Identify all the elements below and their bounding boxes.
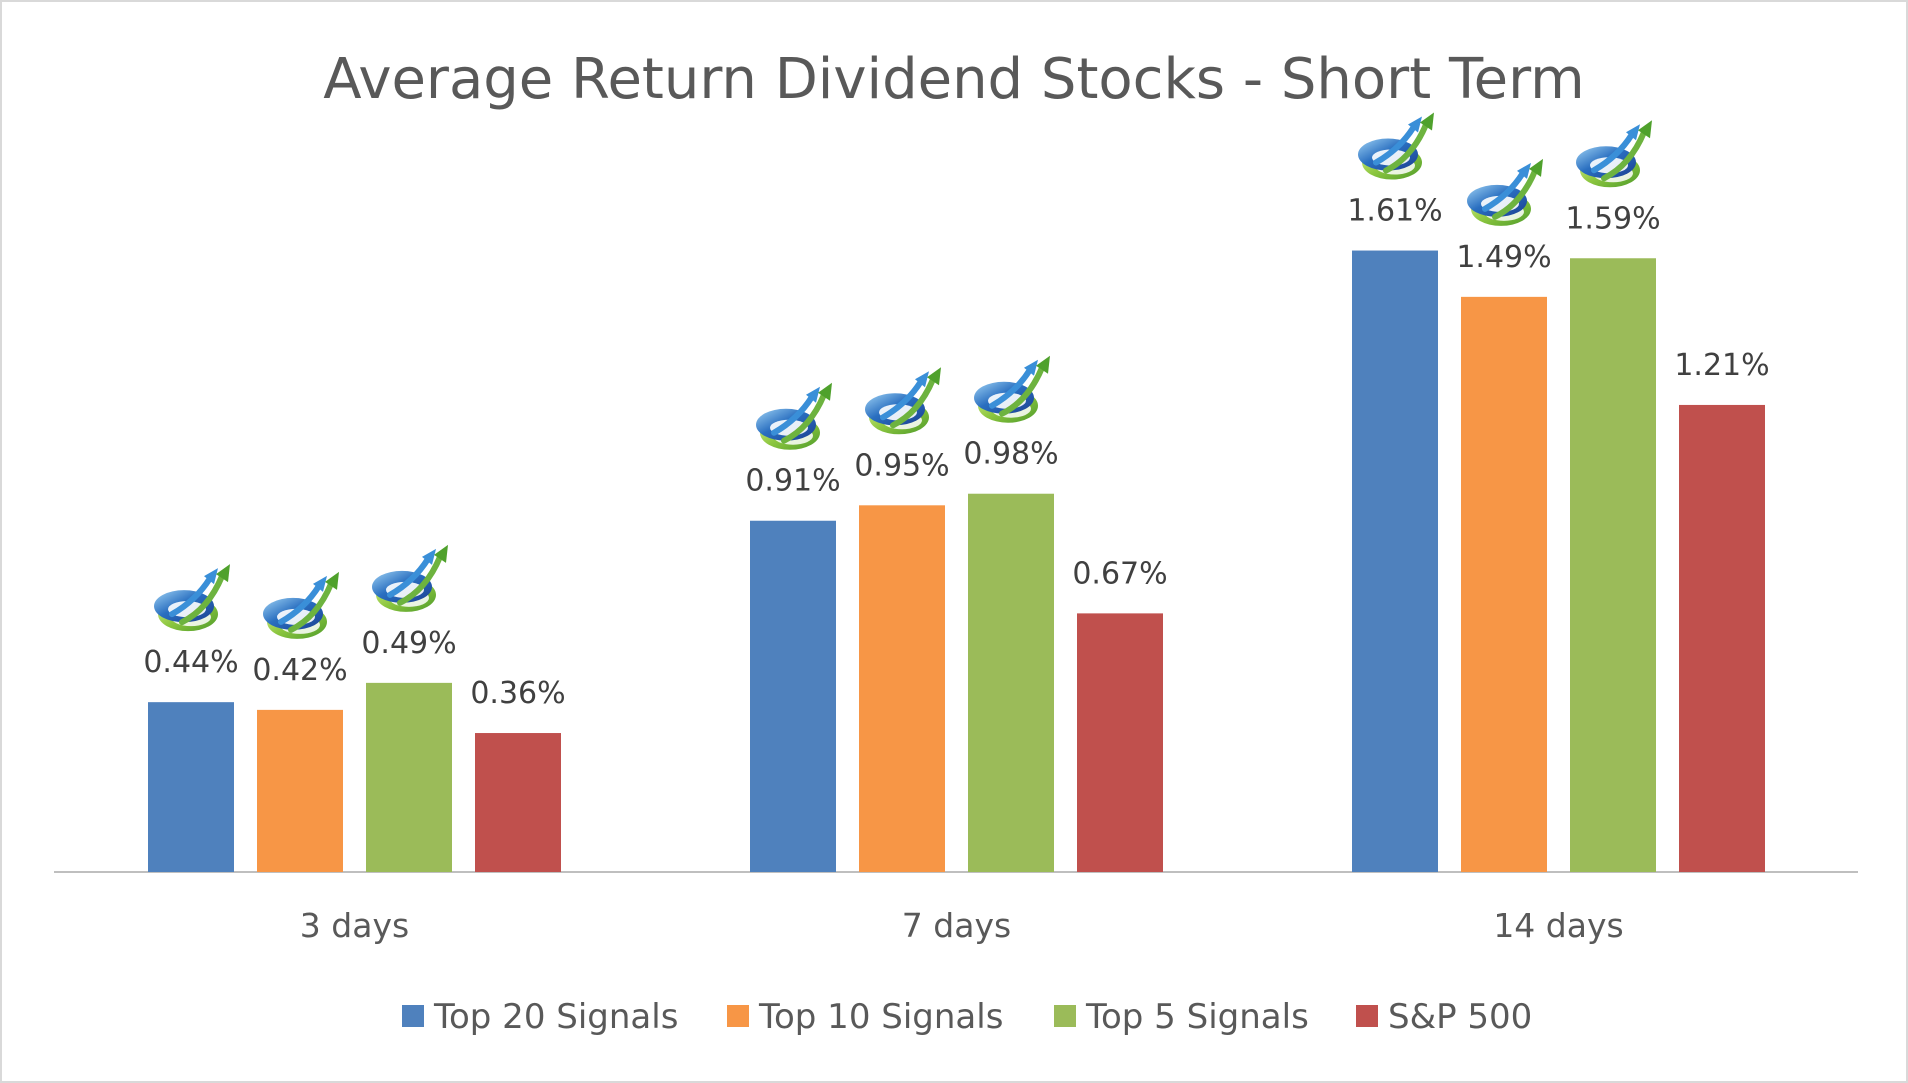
growth-arrow-icon — [974, 356, 1050, 423]
data-label-0-1: 0.91% — [745, 464, 840, 499]
growth-arrow-icon — [756, 383, 832, 450]
bar-2-0 — [366, 682, 452, 872]
data-label-2-2: 1.59% — [1565, 201, 1660, 236]
data-labels-group: 0.44% 0.42% 0.49% 0.36% 0.91% 0.95% 0.98% 0.67%… — [143, 194, 1769, 711]
data-label-3-2: 1.21% — [1674, 348, 1769, 383]
growth-arrow-icon — [1358, 113, 1434, 180]
bar-0-0 — [148, 702, 234, 872]
data-label-3-0: 0.36% — [470, 676, 565, 711]
legend: Top 20 Signals Top 10 Signals Top 5 Signal… — [402, 997, 1532, 1037]
legend-label-2: Top 5 Signals — [1085, 997, 1309, 1037]
x-tick-label-0: 3 days — [300, 906, 409, 945]
legend-swatch-0 — [402, 1005, 424, 1027]
data-label-0-2: 1.61% — [1347, 194, 1442, 229]
data-label-2-0: 0.49% — [361, 626, 456, 661]
data-label-3-1: 0.67% — [1072, 556, 1167, 591]
bar-0-1 — [750, 520, 836, 872]
bar-2-2 — [1570, 258, 1656, 872]
legend-swatch-2 — [1054, 1005, 1076, 1027]
bar-2-1 — [968, 493, 1054, 872]
data-label-1-0: 0.42% — [252, 653, 347, 688]
bar-1-0 — [257, 709, 343, 872]
bars-group — [148, 250, 1765, 873]
growth-arrow-icon — [1576, 120, 1652, 187]
data-label-2-1: 0.98% — [963, 437, 1058, 472]
legend-swatch-1 — [727, 1005, 749, 1027]
chart-title: Average Return Dividend Stocks - Short T… — [323, 47, 1584, 112]
legend-label-3: S&P 500 — [1388, 997, 1532, 1037]
data-label-1-2: 1.49% — [1456, 240, 1551, 275]
growth-arrow-icon — [865, 367, 941, 434]
data-label-0-0: 0.44% — [143, 645, 238, 680]
x-tick-labels: 3 days 7 days 14 days — [300, 906, 1624, 945]
legend-swatch-3 — [1356, 1005, 1378, 1027]
legend-label-1: Top 10 Signals — [758, 997, 1003, 1037]
growth-arrow-icon — [154, 564, 230, 631]
x-tick-label-2: 14 days — [1493, 906, 1623, 945]
bar-1-1 — [859, 505, 945, 872]
growth-arrow-icon — [263, 572, 339, 639]
bar-0-2 — [1352, 250, 1438, 873]
growth-arrow-icon — [372, 545, 448, 612]
bar-1-2 — [1461, 296, 1547, 872]
x-tick-label-1: 7 days — [902, 906, 1011, 945]
data-label-1-1: 0.95% — [854, 448, 949, 483]
growth-arrow-icon — [1467, 159, 1543, 226]
bar-3-0 — [475, 733, 561, 872]
bar-3-2 — [1679, 404, 1765, 872]
bar-3-1 — [1077, 613, 1163, 872]
legend-label-0: Top 20 Signals — [433, 997, 678, 1037]
